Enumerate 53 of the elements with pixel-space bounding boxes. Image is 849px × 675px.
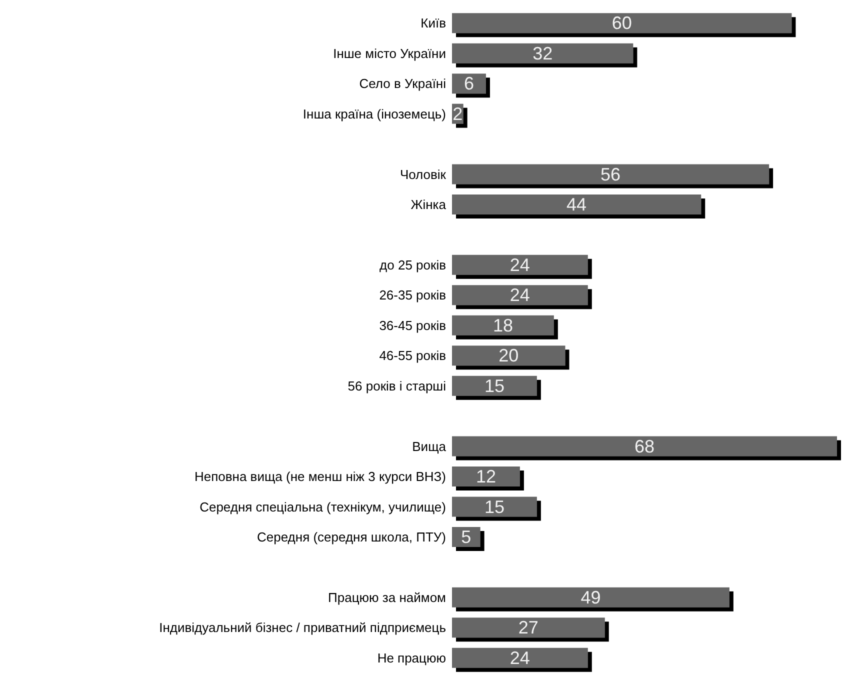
y-tick-label: 36-45 років xyxy=(379,318,446,333)
data-label: 56 xyxy=(600,164,621,184)
data-label: 32 xyxy=(532,43,553,64)
data-label: 27 xyxy=(518,618,538,638)
y-tick-label: Вища xyxy=(412,438,447,454)
y-tick-label: Жінка xyxy=(410,196,447,212)
data-label: 5 xyxy=(461,526,472,547)
y-tick-label: Інше місто України xyxy=(333,46,446,61)
bar xyxy=(452,43,634,64)
bar xyxy=(452,194,702,214)
y-tick-label: Індивідуальний бізнес / приватний підприємець xyxy=(159,620,446,636)
bar xyxy=(452,648,588,668)
y-tick-label: до 25 років xyxy=(380,257,446,272)
bar xyxy=(452,164,770,184)
data-label: 60 xyxy=(612,13,632,34)
bar xyxy=(452,466,520,487)
data-label: 15 xyxy=(484,376,504,396)
y-tick-label: Київ xyxy=(420,16,446,31)
y-tick-label: 26-35 років xyxy=(379,288,446,303)
bar xyxy=(452,285,588,306)
bar xyxy=(452,526,480,547)
y-tick-label: Село в Україні xyxy=(359,76,446,92)
y-tick-label: Інша країна (іноземець) xyxy=(302,106,446,122)
bar xyxy=(452,13,792,34)
bar xyxy=(452,436,837,456)
data-label: 6 xyxy=(464,74,474,94)
data-label: 2 xyxy=(452,104,463,124)
bar xyxy=(452,74,486,94)
y-tick-label: Не працюю xyxy=(377,650,446,666)
bar xyxy=(452,346,566,366)
data-label: 49 xyxy=(580,587,601,608)
y-tick-label: 46-55 років xyxy=(379,348,446,364)
y-tick-label: 56 років і старші xyxy=(348,378,446,394)
data-label: 24 xyxy=(510,648,530,668)
y-tick-label: Чоловік xyxy=(400,166,446,182)
data-label: 18 xyxy=(492,315,513,336)
y-tick-label: Середня спеціальна (технікум, училище) xyxy=(200,499,446,514)
y-tick-label: Працюю за наймом xyxy=(328,590,446,605)
bar xyxy=(452,376,537,396)
data-label: 20 xyxy=(498,346,519,366)
data-label: 24 xyxy=(510,285,530,306)
bar xyxy=(452,618,605,638)
bar xyxy=(452,496,537,517)
data-label: 68 xyxy=(634,436,655,456)
data-label: 12 xyxy=(476,466,496,487)
data-label: 15 xyxy=(484,496,504,517)
y-tick-label: Середня (середня школа, ПТУ) xyxy=(257,529,446,544)
data-label: 24 xyxy=(510,254,530,275)
bar xyxy=(452,254,588,275)
bar xyxy=(452,315,554,336)
data-label: 44 xyxy=(566,194,587,214)
bar xyxy=(452,587,730,608)
y-tick-label: Неповна вища (не менш ніж 3 курси ВНЗ) xyxy=(194,469,446,484)
